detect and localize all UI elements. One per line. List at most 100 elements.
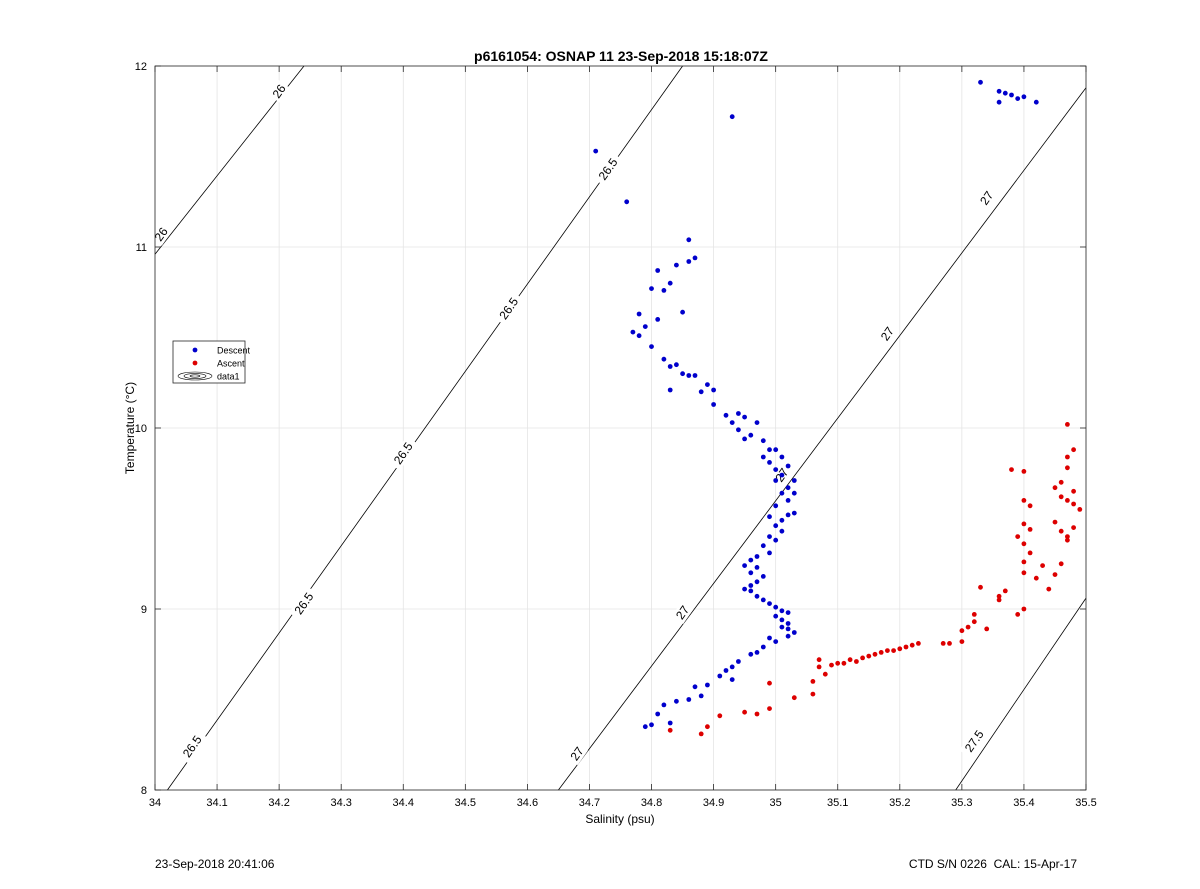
descent-point [667, 280, 673, 286]
ascent-point [829, 662, 834, 668]
ascent-point [1027, 503, 1033, 509]
ascent-point [1065, 422, 1070, 427]
descent-point [624, 199, 630, 205]
descent-point [754, 420, 760, 425]
descent-point [767, 460, 772, 465]
descent-point [649, 344, 654, 349]
x-tick-label: 34 [149, 797, 161, 809]
ascent-point [791, 695, 797, 701]
contour-label-bg [177, 729, 208, 764]
ascent-point [909, 642, 915, 648]
descent-point [1002, 90, 1008, 96]
y-tick-label: 8 [141, 785, 147, 797]
ascent-point [822, 671, 828, 677]
ascent-point [1065, 537, 1070, 543]
ascent-point [1040, 563, 1045, 568]
descent-point [736, 411, 741, 416]
descent-point [667, 387, 673, 393]
descent-point [742, 414, 747, 420]
descent-point [760, 597, 766, 603]
descent-point [1015, 96, 1021, 101]
ascent-point [891, 648, 896, 653]
descent-point [767, 447, 772, 453]
descent-point [686, 237, 692, 243]
contour-label-bg [388, 436, 419, 471]
descent-point [748, 557, 754, 563]
ascent-point [1033, 575, 1039, 581]
descent-point [698, 693, 704, 699]
ascent-point [816, 657, 822, 663]
descent-point [773, 523, 779, 529]
descent-point [742, 586, 747, 592]
ascent-point [767, 706, 772, 711]
descent-point [1009, 92, 1014, 98]
y-tick-label: 10 [135, 423, 147, 435]
legend-data1-label: data1 [217, 372, 240, 382]
x-tick-label: 34.6 [517, 797, 538, 809]
descent-point [760, 644, 766, 650]
legend[interactable]: Descent Ascent data1 [172, 340, 251, 384]
descent-point [978, 79, 983, 85]
ascent-point [1065, 498, 1070, 503]
descent-point [748, 583, 754, 588]
y-tick-label: 9 [141, 604, 147, 616]
descent-point [686, 373, 692, 378]
descent-point [785, 485, 791, 491]
ascent-point [1077, 507, 1083, 512]
descent-point [767, 550, 772, 556]
descent-point [667, 720, 673, 726]
ascent-point [1021, 469, 1027, 474]
descent-point [692, 255, 698, 261]
descent-point [748, 651, 754, 657]
contour-label-bg [150, 222, 173, 246]
contour-label-bg [268, 79, 291, 103]
descent-point [773, 613, 779, 619]
legend-ascent-label: Ascent [217, 359, 245, 369]
descent-point [717, 673, 723, 679]
contour-label-bg [593, 152, 623, 187]
descent-point [649, 286, 654, 291]
x-tick-label: 35.1 [827, 797, 848, 809]
ascent-point [965, 624, 971, 630]
descent-point [729, 420, 735, 425]
contour-label-bg [959, 724, 990, 759]
ascent-point [916, 641, 921, 646]
ascent-point [742, 709, 747, 715]
descent-point [692, 684, 698, 690]
ascent-point [1052, 519, 1058, 525]
descent-point [636, 333, 642, 339]
y-axis-ticks: 8 9 10 11 12 [135, 61, 1086, 797]
descent-point [773, 639, 779, 644]
descent-point [779, 472, 785, 478]
ascent-point [1015, 534, 1021, 539]
ascent-point [1058, 494, 1064, 500]
ascent-point [698, 731, 704, 737]
ascent-point [1052, 572, 1058, 577]
x-tick-label: 34.4 [393, 797, 414, 809]
ascent-point [947, 641, 952, 646]
x-tick-label: 35.2 [889, 797, 910, 809]
ascent-point [1058, 528, 1064, 534]
ascent-point [854, 659, 859, 664]
ascent-point [1058, 479, 1064, 485]
descent-point [1021, 94, 1027, 100]
descent-point [785, 610, 791, 615]
ascent-point [1065, 465, 1070, 471]
contour-label: 27 [977, 188, 996, 207]
ascent-point [1071, 447, 1076, 453]
y-tick-label: 12 [135, 61, 147, 73]
footer-calibration: CTD S/N 0226 CAL: 15-Apr-17 [908, 857, 1077, 871]
contour-label: 26 [152, 225, 171, 244]
descent-point [760, 574, 766, 579]
descent-point [723, 412, 729, 418]
ascent-point [1015, 612, 1021, 617]
descent-point [754, 593, 760, 599]
ascent-point [1002, 588, 1008, 594]
descent-point [785, 512, 791, 518]
descent-point [779, 617, 785, 623]
descent-point [996, 99, 1002, 105]
descent-point [767, 601, 772, 606]
descent-point [760, 438, 766, 444]
descent-point [791, 510, 797, 516]
